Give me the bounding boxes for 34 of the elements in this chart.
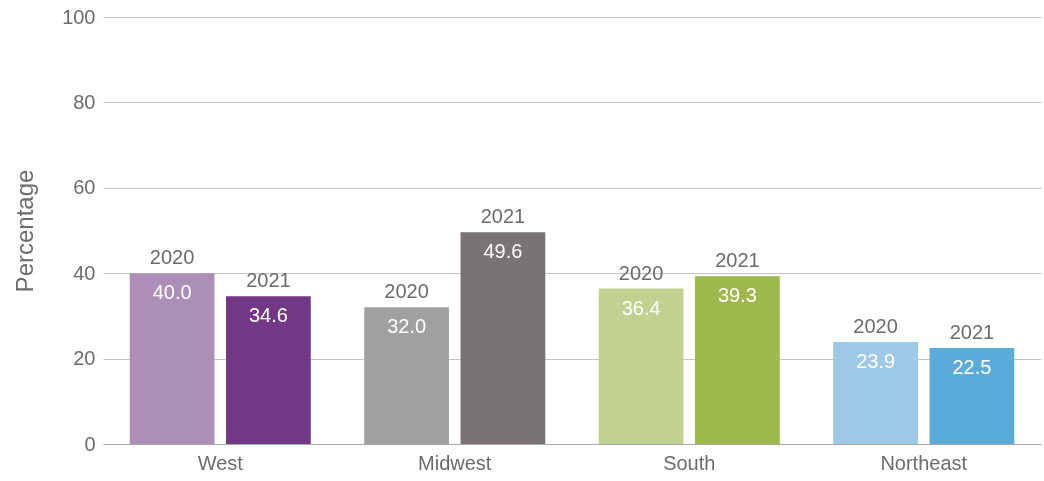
text: 2020 bbox=[618, 261, 664, 284]
text: 2021 bbox=[480, 205, 526, 228]
text: 2020 bbox=[853, 314, 898, 337]
y-axis-title: Percentage bbox=[11, 169, 39, 293]
bar bbox=[460, 232, 546, 444]
x-tick-label: Northeast bbox=[880, 451, 968, 474]
y-tick-label: 40 bbox=[73, 261, 96, 284]
data-label: 49.6 bbox=[483, 240, 523, 263]
text: 2021 bbox=[949, 320, 995, 343]
data-label: 23.9 bbox=[856, 349, 896, 372]
series-label: 2021 bbox=[246, 269, 291, 292]
y-tick-label: 80 bbox=[73, 90, 96, 113]
bar bbox=[695, 276, 780, 444]
x-tick-label: West bbox=[197, 451, 244, 474]
data-label: 22.5 bbox=[952, 355, 992, 378]
bar bbox=[929, 347, 1015, 444]
data-label: 32.0 bbox=[387, 315, 427, 338]
data-label: 34.6 bbox=[248, 304, 288, 327]
bar bbox=[833, 341, 918, 444]
bar bbox=[598, 288, 684, 444]
x-tick-label: South bbox=[663, 451, 716, 474]
bar bbox=[226, 296, 311, 444]
text: 2021 bbox=[715, 249, 760, 272]
y-tick-label: 100 bbox=[62, 5, 96, 28]
data-label: 36.4 bbox=[621, 296, 661, 319]
y-tick-label: 0 bbox=[84, 432, 96, 455]
text: 2020 bbox=[384, 280, 429, 303]
bar bbox=[129, 273, 215, 444]
data-label: 39.3 bbox=[717, 284, 757, 307]
data-label: 40.0 bbox=[152, 281, 192, 304]
x-tick-label: Midwest bbox=[418, 451, 492, 474]
y-tick-label: 20 bbox=[73, 347, 96, 370]
series-label: 2020 bbox=[149, 246, 195, 269]
y-tick-label: 60 bbox=[73, 176, 96, 199]
